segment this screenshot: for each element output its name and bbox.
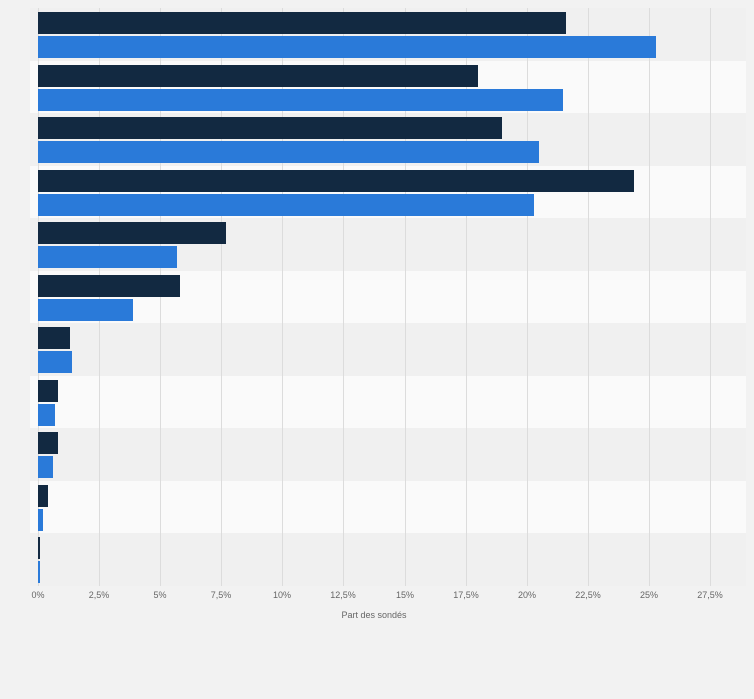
bar-series_1 — [38, 432, 58, 454]
x-tick-label: 0% — [31, 590, 45, 600]
gridline — [221, 8, 222, 586]
bar-series_1 — [38, 484, 48, 507]
gridline — [99, 8, 100, 586]
row-band — [30, 480, 746, 533]
x-tick-label: 25% — [639, 590, 659, 600]
x-tick-label: 2,5% — [88, 590, 110, 600]
x-tick-label: 5% — [153, 590, 167, 600]
row-band — [30, 533, 746, 586]
gridline — [649, 8, 650, 586]
bar-series_1 — [38, 64, 478, 87]
bar-series_2 — [38, 36, 656, 58]
bar-series_2 — [38, 403, 55, 426]
gridline — [588, 8, 589, 586]
bar-series_1 — [38, 222, 226, 244]
bar-series_2 — [38, 456, 53, 478]
bar-series_2 — [38, 246, 177, 268]
bar-series_1 — [38, 379, 58, 402]
x-tick-label: 7,5% — [210, 590, 232, 600]
x-tick-label: 10% — [272, 590, 292, 600]
gridline — [160, 8, 161, 586]
bar-series_1 — [38, 274, 180, 297]
gridline — [710, 8, 711, 586]
gridline — [405, 8, 406, 586]
bar-series_2 — [38, 508, 43, 531]
bar-series_2 — [38, 141, 539, 163]
x-axis-title: Part des sondés — [341, 610, 407, 620]
bar-series_2 — [38, 298, 133, 321]
x-tick-label: 17,5% — [453, 590, 479, 600]
x-tick-label: 22,5% — [575, 590, 601, 600]
x-tick-label: 27,5% — [697, 590, 723, 600]
bar-series_1 — [38, 327, 70, 349]
bar-series_2 — [38, 88, 563, 111]
row-band — [30, 375, 746, 428]
bar-series_1 — [38, 117, 502, 139]
gridline — [38, 8, 39, 586]
bar-series_2 — [38, 351, 72, 373]
x-tick-label: 15% — [395, 590, 415, 600]
bar-series_2 — [38, 193, 534, 216]
bar-series_1 — [38, 12, 566, 34]
bar-series_1 — [38, 537, 40, 559]
gridline — [282, 8, 283, 586]
gridline — [466, 8, 467, 586]
bar-series_1 — [38, 169, 634, 192]
gridline — [527, 8, 528, 586]
row-band — [30, 428, 746, 481]
x-tick-label: 20% — [517, 590, 537, 600]
bar-series_2 — [38, 561, 40, 583]
gridline — [343, 8, 344, 586]
row-band — [30, 323, 746, 376]
x-tick-label: 12,5% — [330, 590, 356, 600]
